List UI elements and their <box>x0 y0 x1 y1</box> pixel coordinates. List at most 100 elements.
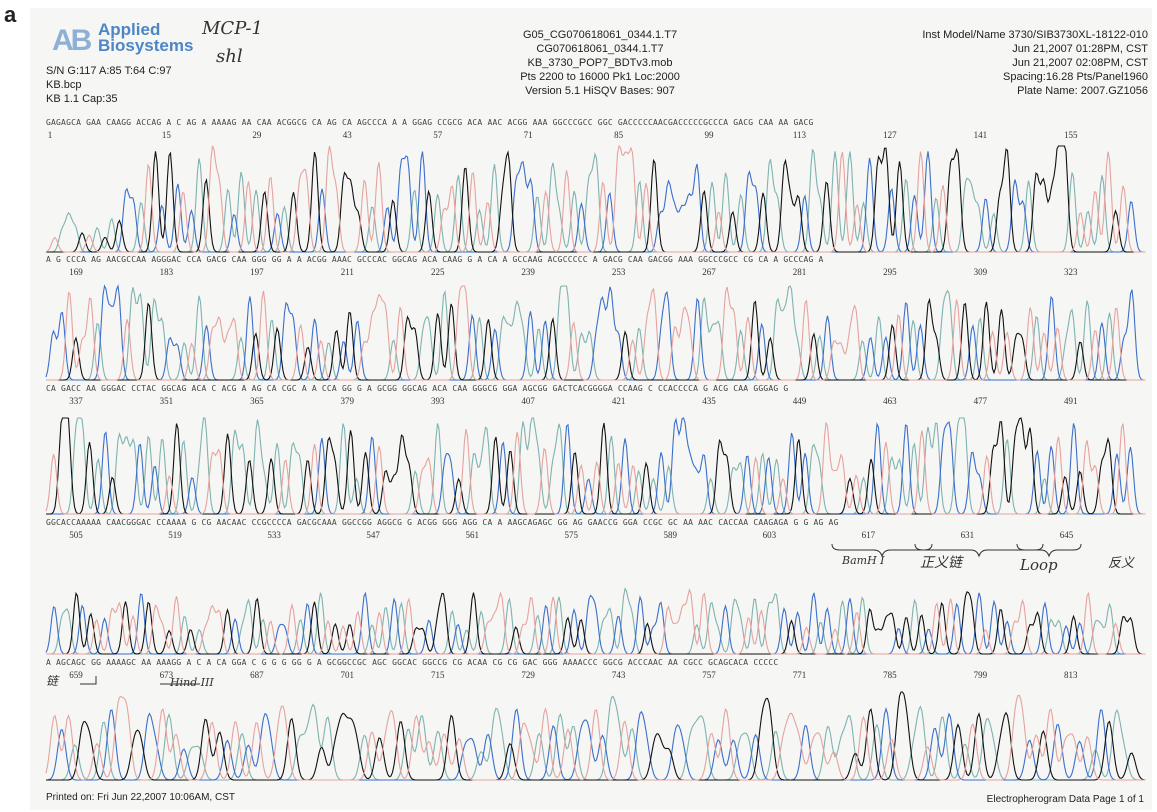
tick-label: 43 <box>342 130 352 140</box>
tick-label: 757 <box>702 670 716 680</box>
tick-label: 617 <box>861 530 876 540</box>
tick-label: 659 <box>69 670 83 680</box>
annotation-hindiii: Hind III <box>170 676 214 689</box>
tick-label: 463 <box>883 396 897 406</box>
annotation-antisense: 反义 <box>1108 556 1135 571</box>
tick-label: 239 <box>521 267 535 277</box>
base-call-sequence: A G CCCA AG AACGCCAA AGGGAC CCA GACG CAA… <box>46 255 824 264</box>
handwritten-sample-id: MCP-1 <box>202 18 263 39</box>
tick-label: 337 <box>69 396 83 406</box>
header-left-line: KB 1.1 Cap:35 <box>46 93 118 105</box>
tick-label: 323 <box>1064 267 1078 277</box>
trace-series-T <box>46 285 1146 381</box>
tick-label: 393 <box>430 396 445 406</box>
header-center-line: G05_CG070618061_0344.1.T7 <box>522 29 678 41</box>
tick-label: 421 <box>611 396 626 406</box>
trace-series-C <box>45 707 1146 781</box>
tick-label: 85 <box>614 130 624 140</box>
logo-line1: Applied <box>98 20 161 39</box>
header-right-block: Inst Model/Name 3730/SIB3730XL-18122-010… <box>830 28 1148 98</box>
tick-label: 477 <box>973 396 988 406</box>
tick-label: 491 <box>1064 396 1078 406</box>
header-center-line: CG070618061_0344.1.T7 <box>536 43 664 55</box>
tick-label: 155 <box>1064 130 1078 140</box>
header-right-line: Jun 21,2007 01:28PM, CST <box>1012 43 1148 55</box>
base-call-sequence: CA GACC AA GGGAC CCTAC GGCAG ACA C ACG A… <box>46 384 789 393</box>
tick-label: 365 <box>250 396 264 406</box>
tick-label: 561 <box>465 530 479 540</box>
tick-label: 449 <box>792 396 807 406</box>
trace-panel-3 <box>45 417 1146 515</box>
base-call-sequence: GAGAGCA GAA CAAGG ACCAG A C AG A AAAAG A… <box>46 118 814 127</box>
tick-label: 505 <box>69 530 83 540</box>
base-position-ticks: 169 183 197 211 225 239 253 267 281 295 309 323 <box>46 267 1146 279</box>
annotation-bamhi: BamH I <box>842 554 885 567</box>
header-left-line: KB.bcp <box>46 79 82 91</box>
tick-label: 141 <box>973 130 988 140</box>
tick-label: 253 <box>611 267 626 277</box>
trace-panel-4 <box>45 587 1146 655</box>
tick-label: 267 <box>702 267 716 277</box>
tick-label: 169 <box>69 267 83 277</box>
tick-label: 799 <box>973 670 988 680</box>
tick-label: 743 <box>611 670 626 680</box>
tick-label: 211 <box>340 267 354 277</box>
tick-label: 435 <box>702 396 716 406</box>
tick-label: 99 <box>704 130 714 140</box>
tick-label: 631 <box>960 530 975 540</box>
tick-label: 113 <box>792 130 807 140</box>
trace-panel-1 <box>45 144 1146 253</box>
tick-label: 197 <box>250 267 264 277</box>
header-right-line: Jun 21,2007 02:08PM, CST <box>1012 57 1148 69</box>
header-left-block: S/N G:117 A:85 T:64 C:97 KB.bcp KB 1.1 C… <box>46 64 172 106</box>
base-call-sequence: A AGCAGC GG AAAAGC AA AAAGG A C A CA GGA… <box>46 658 779 667</box>
tick-label: 715 <box>430 670 445 680</box>
trace-series-T <box>45 694 1146 781</box>
base-position-ticks: 1 15 29 43 57 71 85 99 113 127 141 155 <box>46 130 1146 142</box>
trace-panel-2 <box>45 284 1146 381</box>
applied-biosystems-logo: AB Applied Biosystems <box>52 20 212 64</box>
tick-label: 1 <box>47 130 53 140</box>
trace-series-T <box>45 144 1146 253</box>
header-right-line: Spacing:16.28 Pts/Panel1960 <box>1003 71 1148 83</box>
tick-label: 533 <box>267 530 281 540</box>
annotation-antisense-end: 链 <box>46 674 59 688</box>
tick-label: 687 <box>250 670 264 680</box>
tick-label: 729 <box>521 670 535 680</box>
tick-label: 603 <box>762 530 777 540</box>
annotation-loop: Loop <box>1020 556 1058 574</box>
tick-label: 771 <box>792 670 807 680</box>
tick-label: 407 <box>521 396 535 406</box>
tick-label: 29 <box>252 130 262 140</box>
header-center-line: Version 5.1 HiSQV Bases: 907 <box>525 85 675 97</box>
base-position-ticks: 505 519 533 547 561 575 589 603 617 631 645 <box>46 530 1146 542</box>
tick-label: 183 <box>159 267 174 277</box>
base-position-ticks: 337 351 365 379 393 407 421 435 449 463 477 491 <box>46 396 1146 408</box>
tick-label: 351 <box>159 396 174 406</box>
header-right-line: Plate Name: 2007.GZ1056 <box>1017 85 1148 97</box>
base-call-sequence: GGCACCAAAAA CAACGGGAC CCAAAA G CG AACAAC… <box>46 518 839 527</box>
trace-series-T <box>46 588 1146 655</box>
header-center-line: Pts 2200 to 16000 Pk1 Loc:2000 <box>520 71 680 83</box>
header-center-block: G05_CG070618061_0344.1.T7 CG070618061_03… <box>460 28 740 98</box>
tick-label: 57 <box>433 130 443 140</box>
trace-series-A <box>46 695 1146 781</box>
tick-label: 701 <box>340 670 355 680</box>
tick-label: 15 <box>161 130 171 140</box>
panel-label: a <box>4 2 17 27</box>
trace-series-G <box>46 691 1146 781</box>
base-position-ticks: 659 673 687 701 715 729 743 757 771 785 799 813 <box>46 670 1146 682</box>
tick-label: 281 <box>792 267 807 277</box>
trace-series-A <box>46 417 1146 515</box>
trace-panel-5 <box>45 691 1146 781</box>
tick-label: 519 <box>168 530 182 540</box>
tick-label: 127 <box>883 130 897 140</box>
tick-label: 645 <box>1059 530 1074 540</box>
tick-label: 813 <box>1064 670 1078 680</box>
tick-label: 589 <box>663 530 678 540</box>
tick-label: 575 <box>564 530 578 540</box>
logo-line2: Biosystems <box>98 36 194 55</box>
header-right-line: Inst Model/Name 3730/SIB3730XL-18122-010 <box>922 29 1148 41</box>
handwritten-construct: shl <box>216 46 243 67</box>
footer-page-info: Electropherogram Data Page 1 of 1 <box>986 794 1144 805</box>
